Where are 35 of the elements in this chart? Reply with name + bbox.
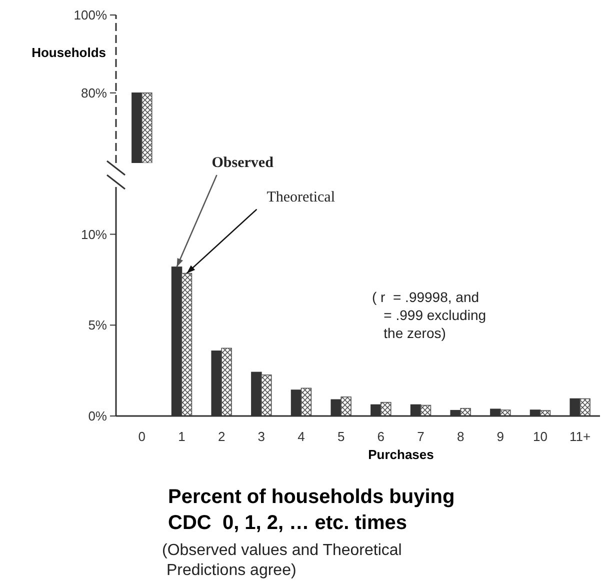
x-tick-label: 4 [298, 429, 305, 444]
bar [420, 404, 432, 416]
y-tick-label: 10% [80, 226, 108, 242]
bar [580, 398, 590, 416]
bar [181, 272, 192, 416]
x-tick-label: 9 [496, 429, 504, 444]
x-axis-title: Purchases [368, 447, 434, 462]
bar [460, 408, 471, 416]
y-tick-label: 80% [80, 85, 108, 100]
x-tick-label: 5 [337, 429, 345, 444]
bar [500, 410, 511, 416]
y-tick-label: 0% [88, 408, 108, 424]
bar [261, 374, 272, 416]
x-tick-label: 11+ [570, 429, 591, 444]
bar [340, 396, 352, 416]
text: Observed [212, 154, 274, 171]
x-tick-label: 10 [533, 429, 548, 444]
x-tick-label: 8 [456, 429, 464, 444]
x-tick-label: 6 [377, 429, 385, 444]
text: Percent of households buying CDC 0, 1, 2, … etc. times [168, 486, 455, 534]
x-tick-label: 7 [417, 429, 424, 444]
x-tick-label: 1 [178, 429, 186, 444]
x-tick-label: 3 [258, 429, 266, 444]
bar [540, 410, 551, 416]
text: Theoretical [266, 189, 336, 206]
x-tick-label: 2 [218, 429, 226, 444]
y-tick-label: 100% [74, 8, 108, 23]
text: (Observed values and Theoretical Predictions agree) [162, 542, 402, 579]
x-tick-label: 0 [138, 429, 146, 444]
y-tick-label: 5% [88, 318, 108, 333]
bar [300, 388, 312, 416]
y-axis-title: Households [32, 45, 106, 60]
bar [221, 348, 232, 416]
annotation: ( r = .99998, and = .999 excluding the zeros) [372, 289, 486, 341]
bar [380, 402, 392, 416]
